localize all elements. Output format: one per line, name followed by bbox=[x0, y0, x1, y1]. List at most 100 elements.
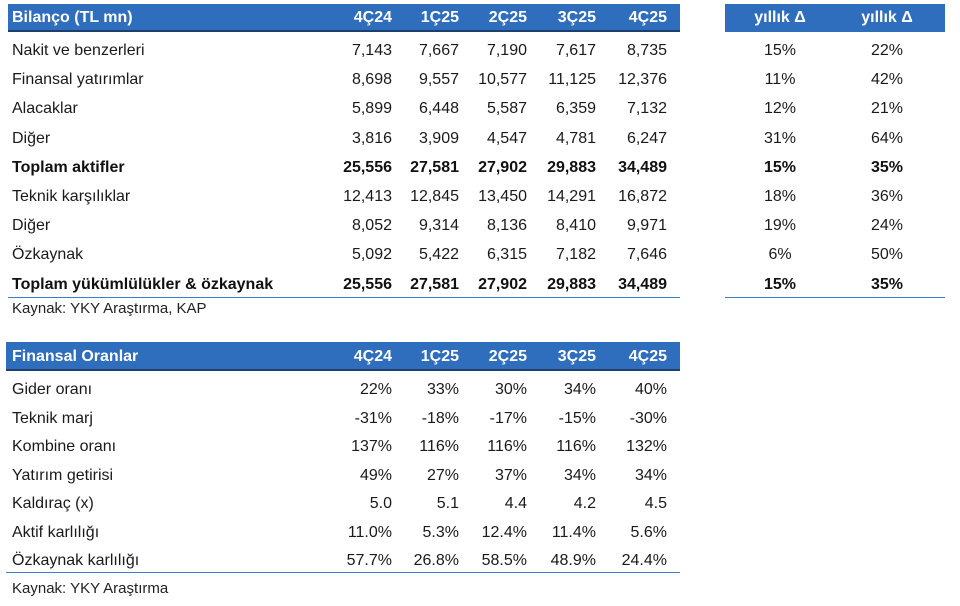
row-value: 6,448 bbox=[418, 100, 459, 118]
ratios-bottom-rule bbox=[6, 572, 680, 573]
row-value: 116% bbox=[419, 438, 459, 455]
row-value: 27% bbox=[426, 466, 459, 484]
row-value: 11.0% bbox=[347, 523, 392, 541]
row-value: 7,646 bbox=[626, 246, 667, 264]
row-value: 5.1 bbox=[436, 495, 459, 512]
period-header: 2Ç25 bbox=[488, 348, 527, 365]
row-change: 21% bbox=[870, 100, 904, 118]
balance-title: Bilanço (TL mn) bbox=[12, 9, 133, 26]
row-label: Alacaklar bbox=[12, 100, 78, 118]
row-value: 27,581 bbox=[410, 275, 459, 293]
row-value: 7,182 bbox=[555, 246, 596, 264]
row-value: 5,422 bbox=[418, 246, 459, 264]
row-change: 50% bbox=[870, 246, 904, 264]
row-value: 26.8% bbox=[413, 552, 459, 569]
row-label: Finansal yatırımlar bbox=[12, 71, 144, 89]
row-label: Özkaynak karlılığı bbox=[12, 552, 140, 569]
row-value: 5.3% bbox=[422, 523, 459, 541]
row-label: Kaldıraç (x) bbox=[12, 495, 94, 512]
row-value: 12,376 bbox=[618, 71, 667, 89]
row-change: 22% bbox=[870, 42, 904, 59]
row-change: 24% bbox=[870, 217, 904, 235]
period-header: 4Ç25 bbox=[628, 348, 667, 365]
row-value: 12,845 bbox=[410, 188, 459, 205]
row-label: Aktif karlılığı bbox=[12, 523, 100, 541]
row-value: 34,489 bbox=[618, 275, 667, 293]
row-label: Nakit ve benzerleri bbox=[12, 42, 145, 59]
row-value: 12,413 bbox=[343, 188, 392, 205]
row-value: 6,247 bbox=[626, 129, 667, 147]
period-header: 1Ç25 bbox=[420, 348, 459, 365]
row-change: 12% bbox=[763, 100, 797, 118]
row-label: Diğer bbox=[12, 217, 51, 235]
ratios-title: Finansal Oranlar bbox=[12, 348, 139, 365]
period-header: 4Ç25 bbox=[628, 9, 667, 26]
change-header-bar bbox=[725, 4, 945, 32]
row-label: Özkaynak bbox=[12, 246, 84, 264]
row-value: 7,143 bbox=[351, 42, 392, 59]
period-header: 3Ç25 bbox=[557, 348, 596, 365]
row-value: 10,577 bbox=[478, 71, 527, 89]
row-value: 58.5% bbox=[481, 552, 527, 569]
row-value: 7,190 bbox=[486, 42, 527, 59]
row-value: 5,587 bbox=[486, 100, 527, 118]
row-value: 9,314 bbox=[418, 217, 459, 235]
row-value: 27,581 bbox=[410, 158, 459, 176]
row-label: Yatırım getirisi bbox=[12, 466, 114, 484]
row-value: 40% bbox=[634, 381, 667, 398]
row-value: 34% bbox=[634, 466, 667, 484]
row-value: 116% bbox=[487, 438, 527, 455]
row-value: 33% bbox=[426, 381, 459, 398]
row-value: 8,136 bbox=[486, 217, 527, 235]
row-label: Toplam yükümlülükler & özkaynak bbox=[12, 275, 274, 293]
row-value: 25,556 bbox=[343, 158, 392, 176]
row-label: Gider oranı bbox=[12, 381, 93, 398]
row-value: 4.4 bbox=[504, 495, 527, 512]
row-value: 11,125 bbox=[548, 71, 596, 89]
period-header: 4Ç24 bbox=[353, 348, 392, 365]
row-change: 18% bbox=[763, 188, 797, 205]
row-value: 6,359 bbox=[555, 100, 596, 118]
row-change: 15% bbox=[763, 275, 797, 293]
row-value: 8,735 bbox=[626, 42, 667, 59]
row-value: 7,617 bbox=[555, 42, 596, 59]
row-value: 34% bbox=[563, 466, 596, 484]
row-label: Diğer bbox=[12, 129, 51, 147]
row-value: 16,872 bbox=[618, 188, 667, 205]
row-change: 11% bbox=[764, 71, 796, 89]
row-value: 4.2 bbox=[573, 495, 596, 512]
row-value: 9,971 bbox=[626, 217, 667, 235]
row-value: 27,902 bbox=[478, 275, 527, 293]
row-value: 116% bbox=[556, 438, 596, 455]
row-value: 34,489 bbox=[618, 158, 667, 176]
row-value: 4.5 bbox=[644, 495, 667, 512]
period-header: 3Ç25 bbox=[557, 9, 596, 26]
row-value: 11.4% bbox=[551, 523, 596, 541]
row-change: 42% bbox=[870, 71, 904, 89]
period-header: 4Ç24 bbox=[353, 9, 392, 26]
row-value: 6,315 bbox=[486, 246, 527, 264]
ratios-source-note: Kaynak: YKY Araştırma bbox=[12, 580, 169, 597]
change-header: yıllık Δ bbox=[754, 9, 806, 26]
row-value: -17% bbox=[489, 409, 527, 427]
row-value: 24.4% bbox=[621, 552, 667, 569]
row-value: 29,883 bbox=[547, 158, 596, 176]
row-value: 27,902 bbox=[478, 158, 527, 176]
ratios-header-bar bbox=[6, 342, 680, 371]
balance-source-note: Kaynak: YKY Araştırma, KAP bbox=[12, 300, 207, 317]
row-value: 3,816 bbox=[351, 129, 392, 147]
row-value: 9,557 bbox=[418, 71, 459, 89]
row-label: Toplam aktifler bbox=[12, 158, 125, 176]
change-bottom-rule bbox=[725, 297, 945, 298]
row-value: 5,092 bbox=[351, 246, 392, 264]
row-label: Teknik karşılıklar bbox=[12, 188, 131, 205]
row-value: 30% bbox=[494, 381, 527, 398]
row-change: 35% bbox=[870, 158, 904, 176]
row-change: 15% bbox=[763, 158, 797, 176]
row-value: 7,667 bbox=[418, 42, 459, 59]
row-value: 4,781 bbox=[555, 129, 596, 147]
row-value: 34% bbox=[563, 381, 596, 398]
row-value: 37% bbox=[494, 466, 527, 484]
row-value: 5.6% bbox=[630, 523, 667, 541]
row-change: 31% bbox=[763, 129, 797, 147]
